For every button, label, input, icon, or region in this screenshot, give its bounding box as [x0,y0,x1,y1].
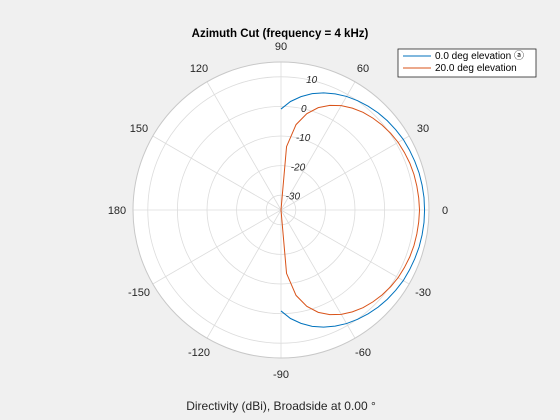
angular-grid-line [280,135,410,211]
angle-tick-label: 90 [275,41,287,53]
angular-grid-line [206,209,282,339]
x-axis-label: Directivity (dBi), Broadside at 0.00 ° [186,399,376,413]
angular-grid-line [206,81,282,211]
radial-tick-labels: -30 -20 -10 0 10 [286,75,318,203]
angle-tick-label: 30 [417,123,429,135]
series-line [280,104,421,316]
angle-tick-label: 150 [130,123,148,135]
radial-tick-label: 10 [306,75,318,86]
series-lines [280,92,426,328]
legend-items: 0.0 deg elevation ⓐ20.0 deg elevation [403,50,524,74]
angular-grid-line [152,135,282,211]
angle-tick-label: -120 [188,347,210,359]
radial-tick-label: 0 [301,104,307,115]
radial-tick-label: -20 [291,162,306,173]
angle-tick-label: -150 [128,287,150,299]
angular-grid-line [280,81,356,211]
angle-tick-label: 120 [190,63,208,75]
angular-grid-line [152,209,282,285]
legend-label: 0.0 deg elevation ⓐ [435,50,524,62]
legend[interactable]: 0.0 deg elevation ⓐ20.0 deg elevation [397,48,537,78]
angle-tick-labels: 0 30 60 90 120 150 180 -150 -120 -90 -60 -30 [108,41,448,381]
angle-tick-label: 0 [442,205,448,217]
outer-circle [132,61,430,359]
chart-title: Azimuth Cut (frequency = 4 kHz) [192,28,369,40]
angular-grid-line [280,209,410,285]
radial-tick-label: -30 [286,191,301,202]
angle-tick-label: -90 [273,369,289,381]
angle-tick-label: -30 [415,287,431,299]
legend-label: 20.0 deg elevation [435,63,517,74]
angle-tick-label: 180 [108,205,126,217]
series-line [280,92,426,328]
legend-box [397,48,537,78]
angle-tick-label: 60 [357,63,369,75]
angular-grid-line [280,209,356,339]
radial-tick-label: -10 [296,133,311,144]
angle-tick-label: -60 [355,347,371,359]
